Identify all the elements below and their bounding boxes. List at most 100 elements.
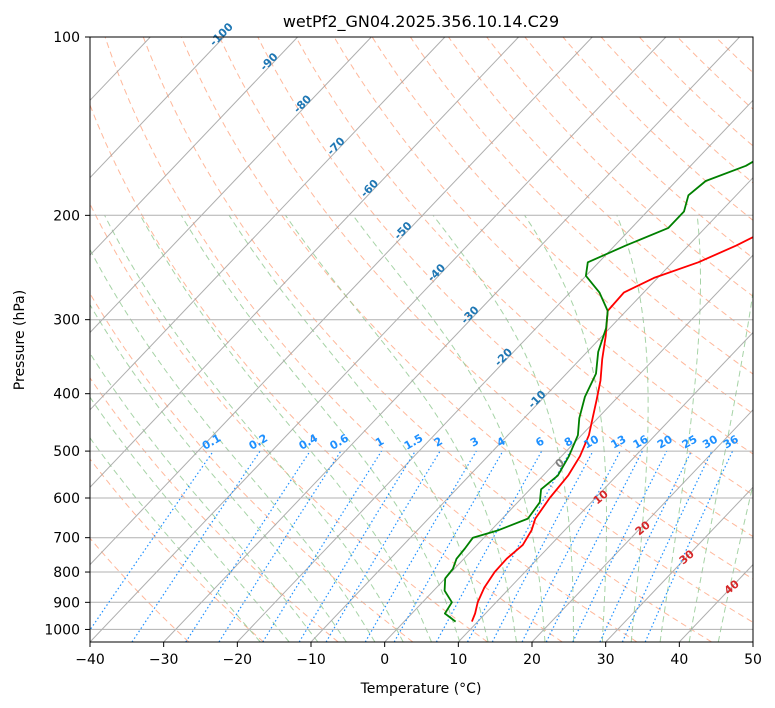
moist-adiabat-line [432,214,575,642]
y-tick-label: 300 [53,313,80,329]
mixing-ratio-label: 36 [721,432,741,451]
mixing-ratio-line [393,450,504,642]
x-tick-label: 30 [597,652,615,668]
mixing-ratio-label: 0.4 [297,431,321,452]
moist-adiabat-line [180,215,461,642]
chart-title: wetPf2_GN04.2025.356.10.14.C29 [283,12,559,32]
y-tick-label: 400 [53,387,80,403]
dry-adiabat-line [448,37,753,336]
isotherm-line [457,331,753,642]
moist-adiabat-line [139,215,432,642]
plot-frame [89,36,754,643]
y-tick-label: 900 [53,595,80,611]
isotherm-label: -60 [358,177,381,200]
mixing-ratio-line [572,450,668,642]
mixing-ratio-label: 20 [655,432,675,451]
isotherm-line [90,37,519,488]
mixing-ratio-line [599,450,692,642]
dry-adiabat-line [90,202,488,642]
dry-adiabat-line [295,37,753,496]
isotherm-line [90,37,667,642]
isotherm-line [236,99,753,642]
isotherm-line [90,37,446,411]
dry-adiabat-line [486,37,753,297]
isotherm-line [90,37,372,334]
mixing-ratio-line [325,450,441,642]
moist-adiabat-line [228,215,489,642]
mixing-ratio-line [364,450,477,642]
moist-adiabat-line [616,215,649,642]
mixing-ratio-line [185,450,311,642]
mixing-ratio-line [621,450,713,642]
isotherm-line [0,37,3,642]
mixing-ratio-label: 30 [700,432,720,451]
dry-adiabat-line [562,37,753,221]
temperature-profile-line [471,236,753,622]
moist-adiabat-line [90,248,376,642]
mixing-ratio-line [644,450,734,642]
moist-adiabat-line [90,303,347,642]
isotherm-label: -40 [425,261,448,284]
isotherm-line [90,37,298,256]
mixing-ratio-label: 6 [533,434,546,449]
mixing-ratio-label: 10 [581,432,601,451]
mixing-ratio-line [545,450,643,642]
isotherm-line [310,176,753,642]
isotherm-line [90,37,593,566]
x-tick-label: −30 [149,652,179,668]
y-tick-label: 800 [53,565,80,581]
isotherm-label: -70 [324,134,347,157]
mixing-ratio-line [298,450,416,642]
dewpoint-profile-line [443,160,753,623]
dry-adiabat-line [219,37,753,580]
isotherm-line [90,37,225,179]
dry-adiabat-line [638,37,753,147]
y-axis-label: Pressure (hPa) [12,290,28,390]
y-tick-label: 200 [53,208,80,224]
mixing-ratio-line [466,450,571,642]
isotherm-label: -50 [391,219,414,242]
moist-adiabat-line [90,437,261,642]
x-tick-label: −10 [296,652,326,668]
dry-adiabat-line [409,37,753,375]
mixing-ratio-label: 13 [609,433,629,452]
mixing-ratio-label: 1 [373,435,386,450]
moist-adiabat-line [717,482,753,642]
moist-adiabat-line [104,215,404,642]
mixing-ratio-label: 25 [680,433,700,452]
dry-adiabat-line [104,37,638,642]
dry-adiabat-line [715,37,753,74]
isotherm-label: -10 [525,388,548,411]
x-tick-label: 10 [449,652,467,668]
x-tick-label: −20 [223,652,253,668]
isotherm-line [752,641,753,642]
y-tick-label: 100 [53,30,80,46]
y-tick-label: 1000 [44,622,80,638]
y-tick-label: 700 [53,531,80,547]
x-tick-label: 50 [744,652,762,668]
mixing-ratio-line [90,450,214,632]
dry-adiabat-line [754,37,775,642]
dry-adiabat-line [371,37,753,415]
moist-adiabat-line [524,215,607,642]
moist-adiabat-line [352,214,546,642]
x-axis-label: Temperature (°C) [360,681,482,697]
x-tick-label: −40 [75,652,105,668]
x-tick-label: 0 [380,652,389,668]
x-tick-label: 20 [523,652,541,668]
moist-adiabat-label: 20 [633,518,653,538]
dry-adiabat-line [90,376,339,642]
dry-adiabat-line [90,458,264,642]
isotherm-label: -100 [207,20,236,49]
isotherm-line [531,409,753,642]
mixing-ratio-label: 16 [631,432,651,451]
y-tick-label: 600 [53,491,80,507]
isotherm-label: -80 [291,92,314,115]
mixing-ratio-line [262,450,383,642]
dry-adiabat-line [90,292,414,642]
mixing-ratio-line [218,450,342,642]
dry-adiabat-line [600,37,753,184]
isotherm-line [605,486,753,642]
dry-adiabat-line [180,37,753,623]
dry-adiabat-line [90,103,563,642]
